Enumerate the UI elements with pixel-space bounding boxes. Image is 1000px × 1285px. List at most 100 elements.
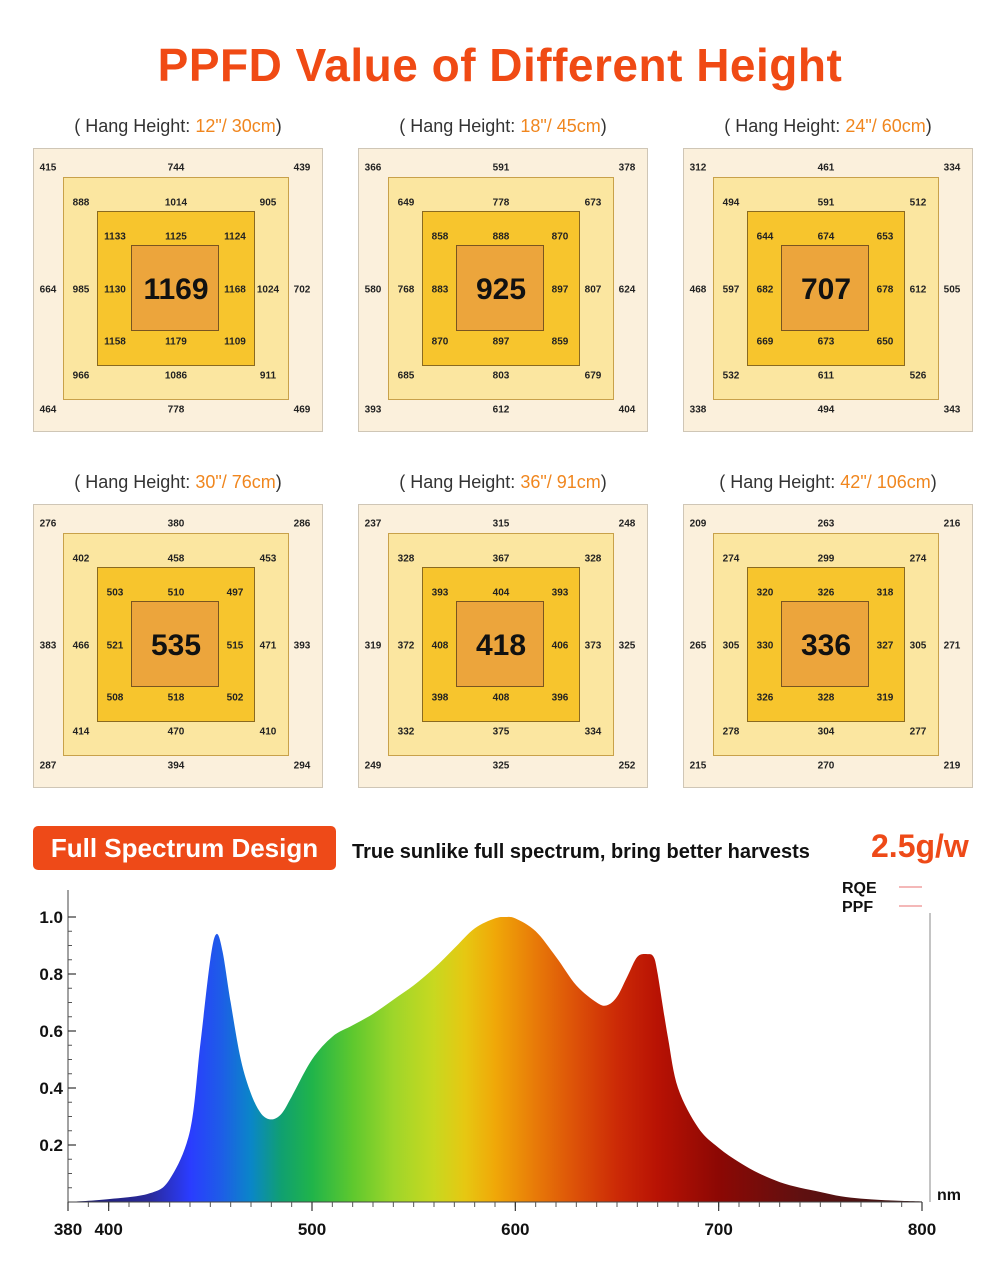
ppfd-inner-tl: 320 [756,587,774,599]
ppfd-outer-br: 252 [618,760,636,772]
hang-height-suffix: ) [275,116,282,136]
ppfd-mid-l: 985 [72,284,90,296]
ppfd-inner-t: 510 [167,587,185,599]
ppfd-outer-br: 404 [618,404,636,416]
ppfd-panel: ( Hang Height: 18"/ 45cm) 366 591 378 580 624… [358,116,648,432]
hang-height-suffix: ) [930,472,937,492]
ppfd-mid-l: 305 [722,640,740,652]
x-tick-label: 800 [908,1220,936,1239]
ppfd-mid-bl: 414 [72,726,90,738]
ppfd-mid-br: 410 [259,726,277,738]
ppfd-outer-tr: 248 [618,518,636,530]
hang-height-value: 42"/ 106cm [840,472,931,492]
ppfd-panel: ( Hang Height: 12"/ 30cm) 415 744 439 664 702… [33,116,323,432]
ppfd-inner-b: 328 [817,692,835,704]
hang-height-label: ( Hang Height: 18"/ 45cm) [358,116,648,137]
ppfd-mid-bl: 685 [397,370,415,382]
ppfd-inner-l: 408 [431,640,449,652]
ppfd-inner-t: 888 [492,231,510,243]
ppfd-outer-tr: 439 [293,162,311,174]
ppfd-inner-br: 1109 [224,336,246,348]
ppfd-inner-br: 650 [876,336,894,348]
ppfd-grid: 312 461 334 468 505 338 494 343 494 591 512 597 612 5… [683,148,973,432]
ppfd-outer-b: 778 [167,404,185,416]
ppfd-outer-br: 343 [943,404,961,416]
ppfd-outer-t: 380 [167,518,185,530]
ppfd-outer-tl: 415 [39,162,57,174]
ppfd-inner-t: 404 [492,587,510,599]
hang-height-label: ( Hang Height: 24"/ 60cm) [683,116,973,137]
center-zone [781,245,869,331]
ppfd-outer-bl: 287 [39,760,57,772]
ppfd-mid-tr: 328 [584,553,602,565]
ppfd-inner-bl: 1158 [104,336,126,348]
ppfd-inner-tr: 318 [876,587,894,599]
ppfd-inner-t: 674 [817,231,835,243]
hang-height-label: ( Hang Height: 12"/ 30cm) [33,116,323,137]
ppfd-mid-r: 807 [584,284,602,296]
ppfd-panel: ( Hang Height: 36"/ 91cm) 237 315 248 319 325… [358,472,648,788]
ppfd-mid-br: 334 [584,726,602,738]
ppfd-outer-l: 664 [39,284,57,296]
ppfd-mid-b: 375 [492,726,510,738]
ppfd-inner-r: 678 [876,284,894,296]
ppfd-inner-t: 1125 [165,231,187,243]
hang-height-value: 12"/ 30cm [195,116,276,136]
hang-height-value: 24"/ 60cm [845,116,926,136]
ppfd-inner-br: 502 [226,692,244,704]
ppfd-outer-r: 271 [943,640,961,652]
ppfd-inner-b: 408 [492,692,510,704]
ppfd-mid-b: 304 [817,726,835,738]
hang-height-prefix: ( Hang Height: [719,472,841,492]
ppfd-inner-l: 521 [106,640,124,652]
ppfd-outer-b: 494 [817,404,835,416]
ppfd-inner-bl: 669 [756,336,774,348]
ppfd-outer-tr: 378 [618,162,636,174]
ppfd-mid-tr: 274 [909,553,927,565]
ppfd-mid-l: 372 [397,640,415,652]
ppfd-mid-r: 612 [909,284,927,296]
ppfd-grid: 415 744 439 664 702 464 778 469 888 1014 905 985 102… [33,148,323,432]
ppfd-mid-tl: 402 [72,553,90,565]
ppfd-inner-b: 1179 [165,336,187,348]
ppfd-outer-b: 394 [167,760,185,772]
ppfd-mid-tr: 512 [909,197,927,209]
ppfd-inner-br: 319 [876,692,894,704]
ppfd-outer-t: 591 [492,162,510,174]
y-tick-label: 0.2 [39,1136,63,1155]
hang-height-prefix: ( Hang Height: [724,116,846,136]
y-tick-label: 0.8 [39,965,63,984]
hang-height-suffix: ) [275,472,282,492]
ppfd-inner-r: 515 [226,640,244,652]
center-zone [131,245,219,331]
ppfd-center-value: 418 [475,629,527,662]
ppfd-outer-bl: 215 [689,760,707,772]
ppfd-inner-tr: 497 [226,587,244,599]
ppfd-outer-l: 580 [364,284,382,296]
y-tick-label: 0.6 [39,1022,63,1041]
ppfd-inner-br: 859 [551,336,569,348]
ppfd-outer-r: 624 [618,284,636,296]
ppfd-inner-bl: 508 [106,692,124,704]
ppfd-panel: ( Hang Height: 30"/ 76cm) 276 380 286 383 393… [33,472,323,788]
ppfd-inner-tl: 393 [431,587,449,599]
hang-height-prefix: ( Hang Height: [74,116,196,136]
ppfd-center-value: 707 [800,273,852,306]
ppfd-mid-br: 277 [909,726,927,738]
ppfd-inner-tr: 870 [551,231,569,243]
ppfd-inner-r: 897 [551,284,569,296]
x-tick-label: 400 [94,1220,122,1239]
ppfd-inner-tr: 393 [551,587,569,599]
ppfd-inner-tl: 858 [431,231,449,243]
ppfd-mid-br: 526 [909,370,927,382]
ppfd-mid-bl: 966 [72,370,90,382]
center-zone [781,601,869,687]
ppfd-outer-tl: 209 [689,518,707,530]
ppfd-outer-tr: 334 [943,162,961,174]
ppfd-grid: 209 263 216 265 271 215 270 219 274 299 274 305 305 2… [683,504,973,788]
ppfd-inner-r: 1168 [224,284,246,296]
ppfd-outer-r: 325 [618,640,636,652]
ppfd-outer-r: 702 [293,284,311,296]
ppfd-mid-r: 373 [584,640,602,652]
